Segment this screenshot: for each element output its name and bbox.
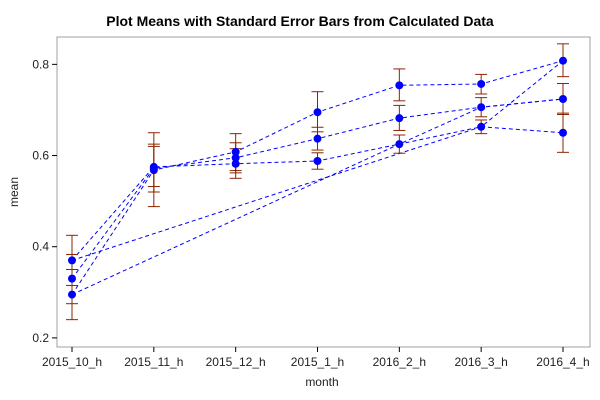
mean-point [477,79,486,88]
y-tick-label: 0.4 [32,240,49,254]
x-axis: 2015_10_h 2015_11_h 2015_12_h 2015_1_h 2016_… [42,347,590,369]
error-bars [66,43,569,321]
mean-point [313,108,322,117]
x-tick-label: 2015_10_h [42,355,102,369]
mean-point [231,159,240,168]
mean-point [68,290,76,299]
mean-point [149,166,158,175]
mean-point [231,147,240,156]
x-tick-label: 2015_11_h [124,355,183,369]
chart-title: Plot Means with Standard Error Bars from… [106,13,494,29]
y-axis-label: mean [7,177,21,207]
mean-point [231,153,240,162]
mean-point [395,114,404,123]
mean-points [68,56,567,299]
plot-area-frame [56,36,591,348]
mean-point [395,140,404,149]
x-axis-label: month [305,375,338,389]
y-tick-label: 0.8 [32,57,49,71]
mean-point [559,95,567,103]
mean-point [477,122,486,131]
mean-point [559,56,567,65]
y-axis: 0.2 0.4 0.6 0.8 [32,57,57,345]
x-tick-label: 2015_12_h [206,355,266,369]
x-tick-label: 2015_1_h [291,355,344,369]
mean-point [477,103,486,112]
mean-point [313,134,322,143]
x-tick-label: 2016_2_h [373,355,426,369]
x-tick-label: 2016_4_h [536,355,589,369]
y-tick-label: 0.6 [32,149,49,163]
y-tick-label: 0.2 [32,331,49,345]
mean-point [313,157,322,165]
mean-point [68,256,76,265]
mean-point [395,81,404,90]
mean-point [68,274,76,283]
x-tick-label: 2016_3_h [454,355,507,369]
series-line-5 [71,98,564,296]
mean-point [559,128,567,137]
